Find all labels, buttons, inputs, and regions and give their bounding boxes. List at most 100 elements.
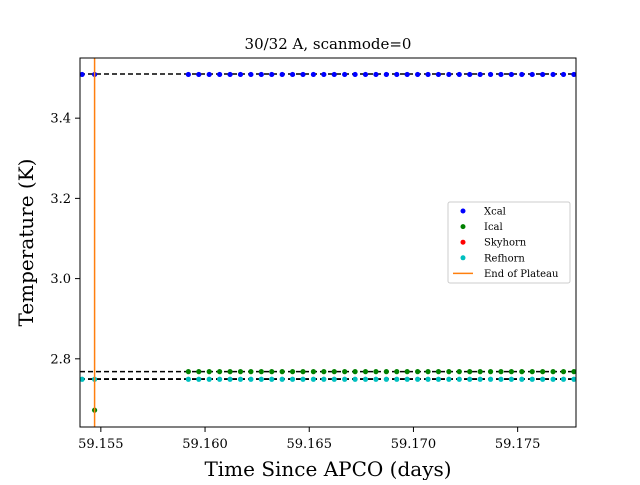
legend-label-refhorn: Refhorn (484, 253, 525, 264)
y-tick-label: 3.2 (50, 192, 71, 207)
point-ical (519, 369, 525, 375)
point-refhorn (560, 376, 567, 382)
point-refhorn (269, 376, 275, 382)
legend-swatch-refhorn (460, 255, 466, 261)
point-refhorn (289, 376, 296, 382)
point-refhorn (279, 376, 285, 382)
point-xcal (300, 71, 306, 78)
point-refhorn (446, 376, 452, 382)
point-xcal (227, 71, 233, 78)
point-refhorn (217, 376, 223, 382)
point-xcal (279, 71, 285, 78)
point-refhorn (185, 376, 191, 382)
point-ical (258, 369, 264, 375)
point-refhorn (383, 376, 389, 382)
point-refhorn (508, 376, 514, 382)
point-refhorn (237, 376, 244, 382)
point-ical (446, 369, 452, 375)
point-xcal (529, 71, 535, 78)
point-ical (404, 369, 410, 375)
point-xcal (550, 71, 556, 78)
point-ical (289, 369, 296, 375)
point-xcal (289, 71, 296, 78)
point-ical (571, 369, 576, 375)
point-ical (394, 369, 400, 375)
point-xcal (404, 71, 410, 78)
point-refhorn (248, 376, 254, 382)
point-xcal (342, 71, 348, 78)
point-refhorn (321, 376, 327, 382)
point-refhorn (467, 376, 473, 382)
point-xcal (373, 71, 379, 78)
point-refhorn (258, 376, 264, 382)
x-tick-label: 59.155 (78, 437, 124, 452)
point-ical (196, 369, 202, 375)
point-xcal (487, 71, 494, 78)
point-refhorn (331, 376, 337, 382)
axes-frame (79, 57, 577, 428)
point-refhorn (300, 376, 306, 382)
point-ical (550, 369, 556, 375)
point-refhorn (550, 376, 556, 382)
point-xcal (321, 71, 327, 78)
point-ical (508, 369, 514, 375)
point-ical (560, 369, 567, 375)
point-xcal (269, 71, 275, 78)
point-refhorn (342, 376, 348, 382)
point-ical (540, 369, 546, 375)
point-refhorn (196, 376, 202, 382)
point-xcal (196, 71, 202, 78)
point-refhorn (540, 376, 546, 382)
point-ical (425, 369, 431, 375)
legend-label-xcal: Xcal (484, 207, 506, 218)
point-xcal (331, 71, 337, 78)
point-xcal (217, 71, 223, 78)
point-xcal (362, 71, 369, 78)
point-ical (237, 369, 244, 375)
point-ical (373, 369, 379, 375)
point-xcal (415, 71, 421, 78)
point-ical (498, 369, 504, 375)
point-xcal (352, 71, 358, 78)
point-ical (248, 369, 254, 375)
legend-swatch-skyhorn (460, 239, 466, 245)
point-ical (310, 369, 317, 375)
point-ical (362, 369, 369, 375)
y-tick-label: 2.8 (50, 352, 71, 367)
point-xcal (560, 71, 567, 78)
x-tick-label: 59.160 (182, 437, 228, 452)
point-xcal (508, 71, 514, 78)
y-axis-label: Temperature (K) (14, 159, 38, 327)
point-ical (477, 369, 483, 375)
point-xcal (394, 71, 400, 78)
point-refhorn (373, 376, 379, 382)
point-refhorn (362, 376, 369, 382)
point-xcal (206, 71, 212, 78)
legend-swatch-ical (460, 224, 466, 230)
point-ical (300, 369, 306, 375)
point-ical (435, 369, 442, 375)
point-refhorn (352, 376, 358, 382)
point-refhorn (227, 376, 233, 382)
point-refhorn (529, 376, 535, 382)
point-xcal (498, 71, 504, 78)
point-xcal (456, 71, 462, 78)
point-refhorn (310, 376, 317, 382)
y-tick-label: 3.0 (50, 272, 71, 287)
point-ical (269, 369, 275, 375)
point-ical (456, 369, 462, 375)
point-xcal (237, 71, 244, 78)
point-ical (279, 369, 285, 375)
point-xcal (477, 71, 483, 78)
point-ical (206, 369, 212, 375)
point-refhorn (404, 376, 410, 382)
plot-content (80, 58, 576, 427)
point-refhorn (498, 376, 504, 382)
legend-box (447, 201, 571, 284)
point-refhorn (425, 376, 431, 382)
point-xcal (80, 71, 85, 78)
chart-title: 30/32 A, scanmode=0 (245, 35, 412, 53)
point-ical (415, 369, 421, 375)
x-tick-label: 59.165 (286, 437, 332, 452)
